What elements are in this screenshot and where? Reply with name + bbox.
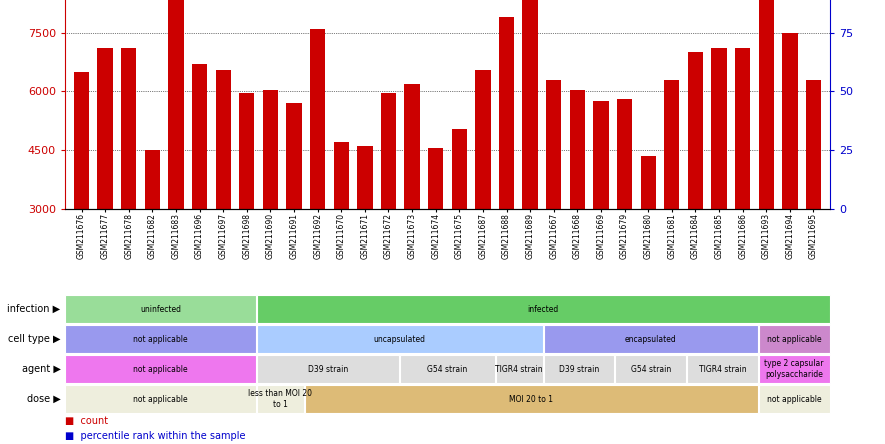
Bar: [758, 0, 773, 209]
Text: type 2 capsular
polysaccharide: type 2 capsular polysaccharide: [765, 359, 824, 379]
Bar: [664, 80, 680, 209]
Bar: [641, 156, 656, 209]
FancyBboxPatch shape: [496, 355, 543, 383]
Bar: [522, 0, 538, 209]
FancyBboxPatch shape: [65, 385, 256, 413]
Bar: [334, 143, 349, 209]
Bar: [546, 80, 561, 209]
FancyBboxPatch shape: [304, 385, 758, 413]
Bar: [358, 147, 373, 209]
Bar: [381, 93, 396, 209]
FancyBboxPatch shape: [400, 355, 495, 383]
Text: infection ▶: infection ▶: [7, 304, 60, 314]
Bar: [428, 148, 443, 209]
FancyBboxPatch shape: [65, 325, 256, 353]
Text: TIGR4 strain: TIGR4 strain: [698, 365, 746, 373]
FancyBboxPatch shape: [257, 295, 829, 323]
Bar: [735, 48, 750, 209]
Text: ■  percentile rank within the sample: ■ percentile rank within the sample: [65, 431, 245, 441]
Bar: [782, 33, 797, 209]
Text: D39 strain: D39 strain: [308, 365, 348, 373]
Text: not applicable: not applicable: [766, 395, 821, 404]
Bar: [617, 99, 632, 209]
FancyBboxPatch shape: [758, 385, 829, 413]
Text: ■  count: ■ count: [65, 416, 108, 426]
Text: G54 strain: G54 strain: [631, 365, 671, 373]
FancyBboxPatch shape: [543, 325, 758, 353]
Bar: [475, 70, 490, 209]
Bar: [310, 29, 326, 209]
Bar: [239, 93, 255, 209]
Bar: [144, 150, 160, 209]
Text: D39 strain: D39 strain: [558, 365, 599, 373]
Text: not applicable: not applicable: [134, 334, 188, 344]
Text: dose ▶: dose ▶: [27, 394, 60, 404]
Text: uninfected: uninfected: [140, 305, 181, 313]
FancyBboxPatch shape: [65, 295, 256, 323]
Text: cell type ▶: cell type ▶: [8, 334, 60, 344]
FancyBboxPatch shape: [687, 355, 758, 383]
Bar: [806, 80, 821, 209]
Text: less than MOI 20
to 1: less than MOI 20 to 1: [248, 389, 312, 408]
FancyBboxPatch shape: [758, 355, 829, 383]
Bar: [168, 0, 184, 209]
FancyBboxPatch shape: [543, 355, 614, 383]
Bar: [451, 129, 467, 209]
Bar: [216, 70, 231, 209]
Text: not applicable: not applicable: [134, 395, 188, 404]
FancyBboxPatch shape: [65, 355, 256, 383]
FancyBboxPatch shape: [257, 385, 304, 413]
Text: not applicable: not applicable: [134, 365, 188, 373]
Text: agent ▶: agent ▶: [22, 364, 60, 374]
Text: TIGR4 strain: TIGR4 strain: [496, 365, 543, 373]
FancyBboxPatch shape: [257, 325, 543, 353]
FancyBboxPatch shape: [257, 355, 399, 383]
Bar: [570, 90, 585, 209]
Bar: [712, 48, 727, 209]
Bar: [97, 48, 112, 209]
Bar: [688, 52, 703, 209]
Text: infected: infected: [527, 305, 558, 313]
Bar: [263, 90, 278, 209]
Bar: [287, 103, 302, 209]
Text: MOI 20 to 1: MOI 20 to 1: [509, 395, 553, 404]
Bar: [192, 64, 207, 209]
Bar: [121, 48, 136, 209]
Bar: [404, 83, 419, 209]
Bar: [73, 72, 89, 209]
Text: encapsulated: encapsulated: [625, 334, 676, 344]
Text: uncapsulated: uncapsulated: [373, 334, 426, 344]
Text: not applicable: not applicable: [766, 334, 821, 344]
FancyBboxPatch shape: [615, 355, 686, 383]
Text: G54 strain: G54 strain: [427, 365, 467, 373]
Bar: [593, 101, 609, 209]
Bar: [499, 17, 514, 209]
FancyBboxPatch shape: [758, 325, 829, 353]
